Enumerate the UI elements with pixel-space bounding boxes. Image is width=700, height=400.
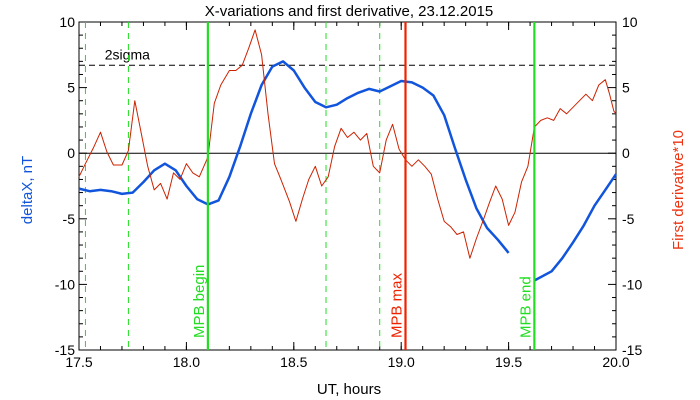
y-axis-label-right: First derivative*10 <box>670 130 687 250</box>
series-line-deltax <box>533 173 618 282</box>
y-tick-label-right: -15 <box>622 342 642 358</box>
plot-frame <box>78 21 617 351</box>
y-tick-label-right: 5 <box>622 80 630 96</box>
marker-label: MPB begin <box>191 265 208 338</box>
y-axis-label-left: deltaX, nT <box>19 156 36 224</box>
x-tick-label: 19.0 <box>388 354 415 370</box>
y-tick-label-left: 5 <box>67 80 75 96</box>
x-tick-label: 19.5 <box>495 354 522 370</box>
series-line-deltax <box>78 60 510 254</box>
marker-label: MPB end <box>517 276 534 338</box>
y-tick-label-right: 0 <box>622 145 630 161</box>
y-tick-label-left: 0 <box>67 145 75 161</box>
y-tick-label-left: -5 <box>63 211 76 227</box>
chart-title: X-variations and first derivative, 23.12… <box>205 3 494 20</box>
x-tick-label: 18.0 <box>173 354 200 370</box>
x-tick-label: 20.0 <box>602 354 629 370</box>
y-tick-label-left: 10 <box>59 14 75 30</box>
threshold-label: 2sigma <box>105 46 150 62</box>
x-tick-label: 17.5 <box>65 354 92 370</box>
marker-label: MPB max <box>388 272 405 338</box>
y-tick-label-right: 10 <box>622 14 638 30</box>
y-tick-label-left: -10 <box>55 276 75 292</box>
plot-area: 17.5 18.0 18.5 19.0 19.5 20.0-15 -15-10 -10-5 -5… <box>55 14 643 370</box>
x-tick-label: 18.5 <box>280 354 307 370</box>
x-axis-label: UT, hours <box>317 381 381 398</box>
y-tick-label-right: -5 <box>622 211 635 227</box>
y-tick-label-right: -10 <box>622 276 642 292</box>
y-tick-label-left: -15 <box>55 342 75 358</box>
